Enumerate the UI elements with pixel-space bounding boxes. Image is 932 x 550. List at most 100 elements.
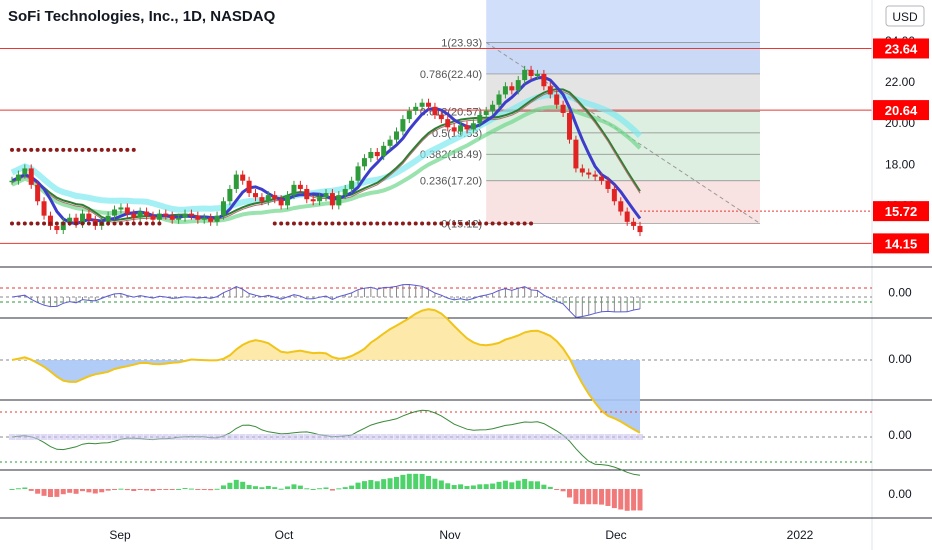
support-dot (112, 147, 117, 152)
support-dot (349, 221, 354, 226)
stoch-band (9, 434, 15, 440)
histogram-bar (502, 480, 508, 489)
stoch-band (15, 434, 22, 440)
candle-body (9, 180, 15, 183)
candle-body (259, 197, 265, 202)
histogram-bar (41, 489, 47, 496)
histogram-bar (144, 489, 150, 491)
stoch-band (130, 434, 137, 440)
stoch-band (470, 434, 477, 440)
histogram-bar (419, 473, 425, 489)
candle-body (60, 221, 66, 231)
stoch-band (124, 434, 131, 440)
stoch-band (399, 434, 406, 440)
candle-body (304, 188, 310, 200)
stoch-band (111, 434, 118, 440)
histogram-bar (156, 489, 162, 490)
stoch-band (508, 434, 515, 440)
pane-value-label: 0.00 (888, 487, 912, 501)
histogram-bar (361, 481, 367, 489)
histogram-bar (28, 489, 34, 491)
stoch-band (355, 434, 362, 440)
stoch-band (624, 434, 631, 440)
support-dot (80, 147, 85, 152)
histogram-bar (586, 489, 592, 505)
candle-body (35, 184, 41, 202)
support-dot (131, 221, 136, 226)
histogram-bar (227, 482, 233, 489)
support-dot (291, 221, 296, 226)
histogram-bar (259, 487, 265, 489)
histogram-bar (246, 485, 252, 489)
candle-body (477, 115, 483, 124)
candle-body (67, 217, 73, 222)
fib-zone (486, 132, 760, 155)
histogram-bar (99, 489, 105, 493)
histogram-bar (265, 485, 271, 489)
candle-body (618, 201, 624, 212)
candle-body (118, 207, 124, 210)
stoch-band (310, 434, 317, 440)
histogram-bar (336, 488, 342, 490)
histogram-bar (483, 484, 489, 489)
stoch-band (156, 434, 163, 440)
osc-line (11, 283, 641, 318)
histogram-bar (528, 481, 534, 489)
histogram-bar (374, 481, 380, 489)
stoch-band (553, 434, 560, 440)
candle-body (592, 174, 598, 177)
candle-body (458, 125, 464, 132)
candle-body (393, 131, 399, 140)
stoch-band (540, 434, 547, 440)
support-dot (99, 221, 104, 226)
histogram-bar (67, 489, 73, 493)
support-dot (125, 147, 130, 152)
stoch-band (361, 434, 368, 440)
histogram-bar (124, 489, 130, 491)
histogram-bar (432, 478, 438, 489)
stoch-band (79, 434, 86, 440)
stoch-band (194, 434, 201, 440)
support-dot (131, 147, 136, 152)
stoch-band (387, 434, 394, 440)
candle-body (451, 127, 457, 132)
histogram-bar (169, 489, 175, 490)
candle-body (297, 184, 303, 189)
candle-body (278, 199, 284, 206)
support-dot (74, 147, 79, 152)
histogram-bar (163, 489, 169, 490)
stoch-band (566, 434, 573, 440)
support-dot (330, 221, 335, 226)
stoch-band (105, 434, 112, 440)
stoch-band (143, 434, 150, 440)
support-dot (86, 221, 91, 226)
stoch-band (175, 434, 182, 440)
histogram-bar (541, 484, 547, 489)
support-dot (324, 221, 328, 226)
histogram-bar (534, 481, 540, 489)
histogram-bar (560, 489, 566, 492)
histogram-bar (637, 489, 643, 511)
stoch-band (290, 434, 297, 440)
candle-body (156, 213, 162, 220)
histogram-bar (349, 485, 355, 489)
candle-body (163, 213, 169, 216)
candle-body (470, 123, 476, 130)
fib-zone (486, 154, 760, 181)
candle-body (112, 209, 118, 216)
support-dot (413, 221, 418, 226)
candle-body (624, 211, 630, 222)
stoch-band (496, 434, 503, 440)
histogram-bar (592, 489, 598, 505)
candle-body (586, 172, 592, 175)
pane-value-label: 0.00 (888, 286, 912, 300)
chart-title: SoFi Technologies, Inc., 1D, NASDAQ (8, 8, 276, 25)
currency-label: USD (892, 10, 918, 24)
support-dot (279, 221, 284, 226)
histogram-bar (509, 482, 515, 489)
candle-body (554, 94, 560, 105)
histogram-bar (214, 488, 220, 490)
currency-box (885, 5, 925, 27)
histogram-bar (567, 489, 573, 498)
